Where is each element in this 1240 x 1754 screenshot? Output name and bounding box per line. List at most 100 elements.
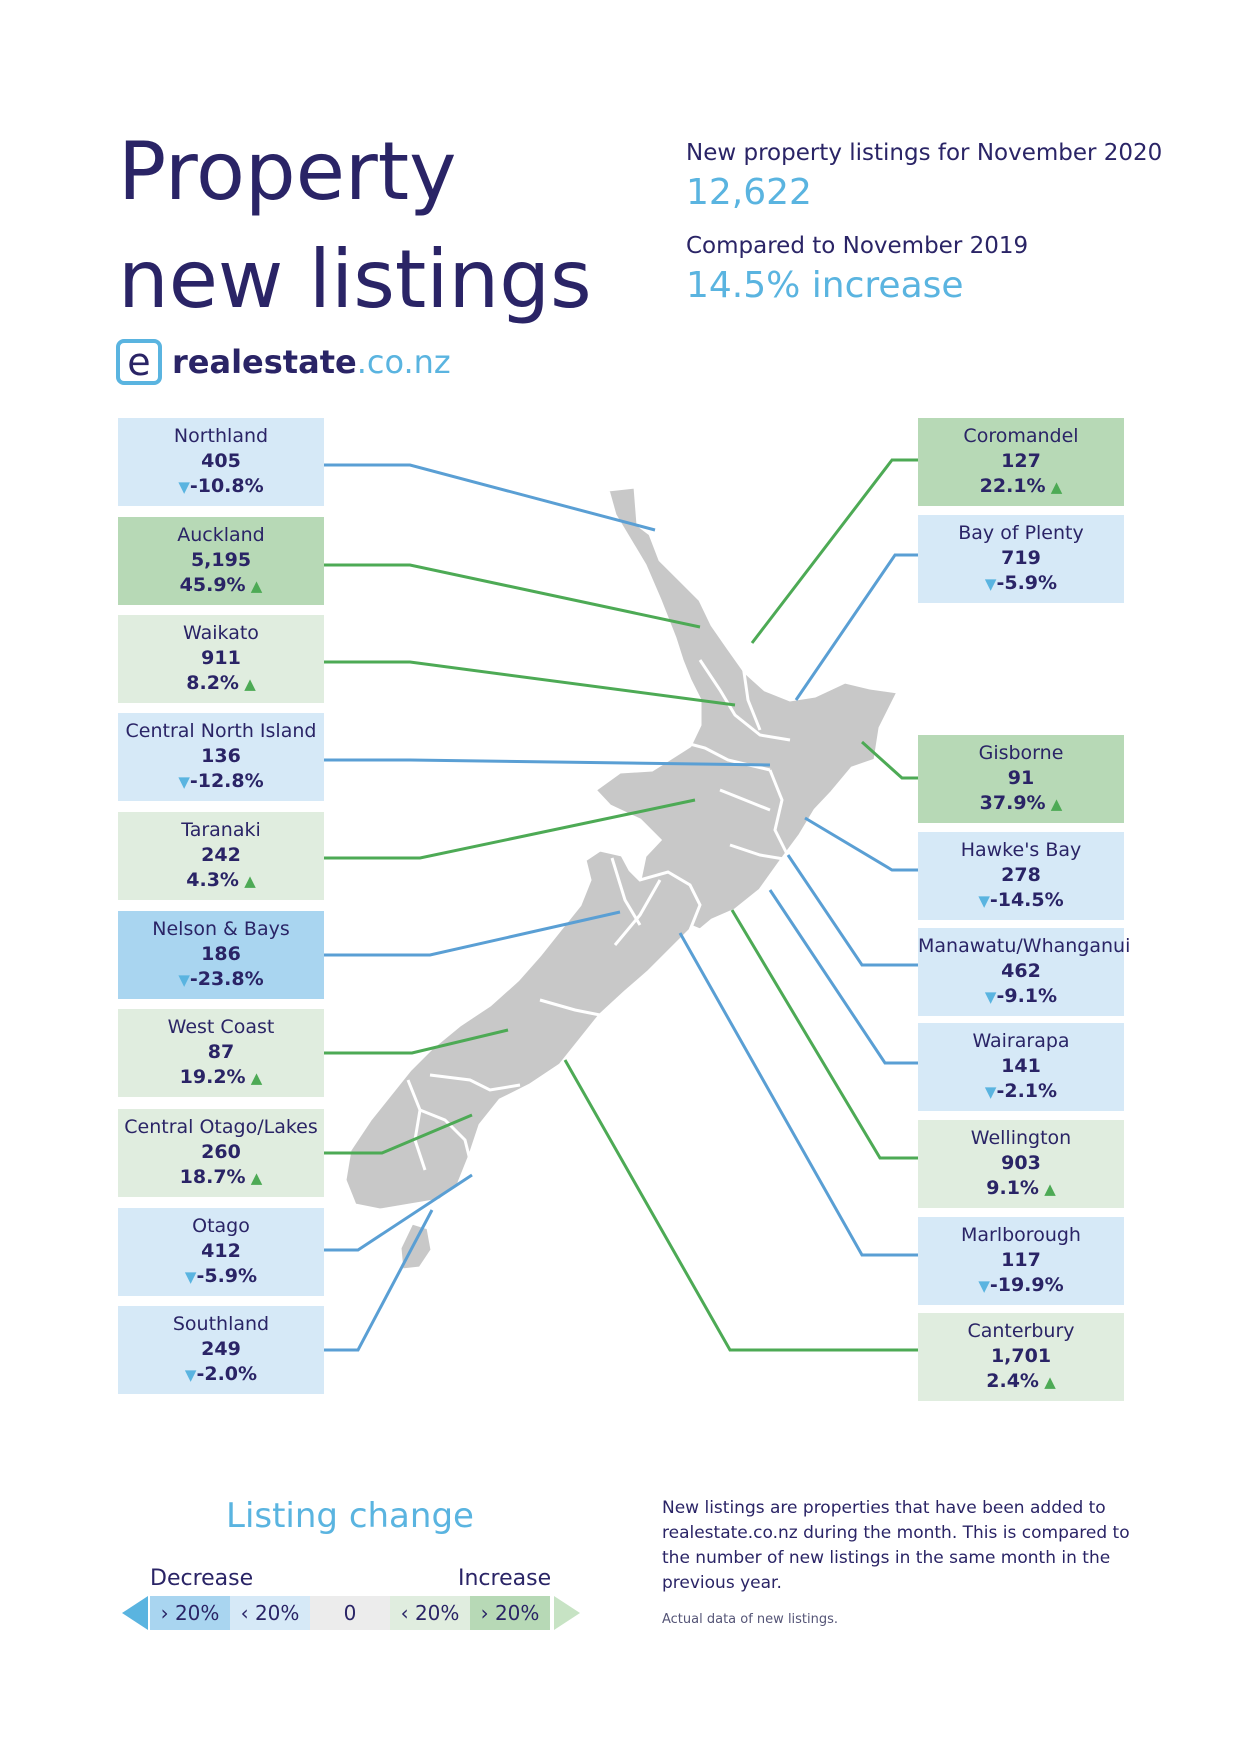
region-box-canterbury: Canterbury 1,701 2.4% ▲ xyxy=(918,1313,1124,1401)
logo-text: realestate.co.nz xyxy=(172,343,451,381)
region-name: Southland xyxy=(172,1313,270,1335)
up-triangle-icon: ▲ xyxy=(1038,1373,1056,1391)
legend-step-zero: 0 xyxy=(310,1596,390,1630)
legend-title: Listing change xyxy=(226,1496,474,1536)
connector-coromandel xyxy=(750,458,918,644)
region-change-value: 8.2% xyxy=(186,672,239,694)
region-change-value: 9.1% xyxy=(986,1177,1039,1199)
legend-right-arrow-icon xyxy=(554,1596,580,1630)
region-name: Central North Island xyxy=(125,720,317,742)
connector-taranaki xyxy=(322,798,696,860)
region-change-value: 22.1% xyxy=(979,475,1046,497)
compare-label: Compared to November 2019 xyxy=(686,233,1029,259)
region-box-wellington: Wellington 903 9.1% ▲ xyxy=(918,1120,1124,1208)
down-triangle-icon: ▼ xyxy=(178,971,190,989)
region-change: ▼-10.8% xyxy=(118,474,324,500)
region-change-value: 18.7% xyxy=(179,1166,246,1188)
region-change-value: -9.1% xyxy=(996,985,1058,1007)
legend-step-increase: ‹ 20% xyxy=(390,1596,470,1630)
connector-marlborough xyxy=(678,932,918,1257)
connector-manawatu xyxy=(786,854,918,967)
region-change: 2.4% ▲ xyxy=(918,1369,1124,1395)
connector-central-otago xyxy=(322,1113,473,1155)
legend-bar: › 20% ‹ 20% 0 ‹ 20% › 20% xyxy=(150,1596,550,1630)
region-count: 127 xyxy=(1001,450,1041,472)
connector-waikato xyxy=(322,660,736,707)
region-count: 278 xyxy=(1001,864,1041,886)
region-change-value: 4.3% xyxy=(186,869,239,891)
down-triangle-icon: ▼ xyxy=(984,988,997,1006)
south-island-shape xyxy=(343,848,702,1272)
up-triangle-icon: ▲ xyxy=(245,1069,263,1087)
region-name: Gisborne xyxy=(978,742,1064,764)
region-change-value: -12.8% xyxy=(189,770,264,792)
legend-step-strong-increase: › 20% xyxy=(470,1596,550,1630)
description-note: New listings are properties that have be… xyxy=(662,1498,1130,1593)
region-change: ▼-19.9% xyxy=(918,1273,1124,1299)
region-name: Central Otago/Lakes xyxy=(124,1116,318,1138)
connector-northland xyxy=(322,463,656,532)
region-box-nelson-bays: Nelson & Bays 186 ▼-23.8% xyxy=(118,911,324,999)
region-name: Bay of Plenty xyxy=(958,522,1084,544)
region-change: ▼-9.1% xyxy=(918,984,1124,1010)
region-count: 1,701 xyxy=(990,1345,1052,1367)
region-count: 249 xyxy=(201,1338,241,1360)
up-triangle-icon: ▲ xyxy=(1045,478,1063,496)
legend-step-strong-decrease: › 20% xyxy=(150,1596,230,1630)
region-name: Canterbury xyxy=(967,1320,1075,1342)
region-change-value: 2.4% xyxy=(986,1370,1039,1392)
region-count: 186 xyxy=(201,943,241,965)
legend-decrease-label: Decrease xyxy=(150,1566,254,1591)
page-title: Property new listings xyxy=(118,118,592,334)
region-change: 18.7% ▲ xyxy=(118,1165,324,1191)
down-triangle-icon: ▼ xyxy=(978,892,990,910)
region-name: Coromandel xyxy=(963,425,1079,447)
legend-step-decrease: ‹ 20% xyxy=(230,1596,310,1630)
region-box-auckland: Auckland 5,195 45.9% ▲ xyxy=(118,517,324,605)
up-triangle-icon: ▲ xyxy=(238,675,256,693)
title-line-1: Property xyxy=(118,125,457,218)
region-count: 911 xyxy=(201,647,241,669)
down-triangle-icon: ▼ xyxy=(978,1277,990,1295)
region-count: 242 xyxy=(201,844,241,866)
region-box-central-north-island: Central North Island 136 ▼-12.8% xyxy=(118,713,324,801)
region-name: Northland xyxy=(173,425,269,447)
region-change-value: -2.1% xyxy=(996,1080,1058,1102)
region-change-value: -10.8% xyxy=(189,475,264,497)
region-change-value: -2.0% xyxy=(196,1363,258,1385)
region-name: Auckland xyxy=(177,524,265,546)
connector-hawkes-bay xyxy=(804,816,918,872)
region-name: Marlborough xyxy=(961,1224,1081,1246)
region-count: 260 xyxy=(201,1141,241,1163)
north-island-shape xyxy=(592,485,901,932)
region-name: Nelson & Bays xyxy=(152,918,290,940)
region-change: 4.3% ▲ xyxy=(118,868,324,894)
region-count: 412 xyxy=(201,1240,241,1262)
region-count: 117 xyxy=(1001,1249,1041,1271)
listings-value: 12,622 xyxy=(686,172,812,213)
down-triangle-icon: ▼ xyxy=(984,575,997,593)
region-count: 141 xyxy=(1001,1055,1041,1077)
region-change: 45.9% ▲ xyxy=(118,573,324,599)
region-change: 22.1% ▲ xyxy=(918,474,1124,500)
connector-wellington xyxy=(730,909,918,1160)
connector-otago xyxy=(322,1173,473,1252)
logo-mark-icon: e xyxy=(116,339,162,385)
region-name: Otago xyxy=(192,1215,250,1237)
up-triangle-icon: ▲ xyxy=(1045,795,1063,813)
connector-canterbury xyxy=(563,1059,918,1352)
region-change-value: -14.5% xyxy=(989,889,1064,911)
legend-increase-label: Increase xyxy=(458,1566,552,1591)
region-count: 5,195 xyxy=(190,549,252,571)
title-line-2: new listings xyxy=(118,233,592,326)
compare-value: 14.5% increase xyxy=(686,265,964,306)
connector-central-north-island xyxy=(322,758,771,767)
region-count: 405 xyxy=(201,450,241,472)
region-name: Manawatu/Whanganui xyxy=(918,935,1131,957)
region-change: 8.2% ▲ xyxy=(118,671,324,697)
region-change-value: -5.9% xyxy=(996,572,1058,594)
region-change: ▼-2.0% xyxy=(118,1362,324,1388)
logo-tld: .co.nz xyxy=(356,343,451,381)
region-box-hawke-s-bay: Hawke's Bay 278 ▼-14.5% xyxy=(918,832,1124,920)
connector-auckland xyxy=(322,563,701,629)
